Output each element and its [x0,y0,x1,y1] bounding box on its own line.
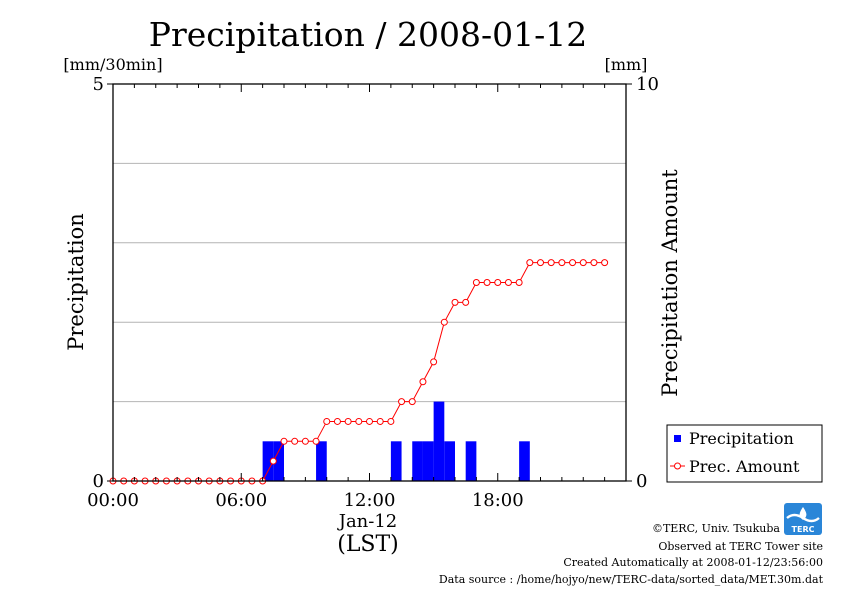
right-axis-label: Precipitation Amount [658,169,682,397]
x-tick-label: 18:00 [472,490,524,511]
amount-point [333,417,341,425]
precipitation-bar [433,401,445,481]
legend-line-label: Prec. Amount [689,457,800,476]
amount-point [462,298,470,306]
amount-point [387,417,395,425]
precipitation-bars [262,401,530,481]
amount-point [579,259,587,267]
amount-point [601,259,609,267]
axis-tick-labels: 00:00 06:00 12:00 18:00 0 5 0 10 [87,74,659,511]
amount-point [291,437,299,445]
amount-point [269,457,277,465]
amount-point [504,279,512,286]
amount-point [312,437,320,445]
amount-point [355,417,363,425]
amount-point [569,259,577,267]
precipitation-bar [412,441,423,481]
amount-point [526,259,534,267]
legend-bar-label: Precipitation [689,429,794,448]
amount-point [430,358,438,366]
amount-point [440,318,448,326]
amount-point [494,279,502,286]
precipitation-bar [465,441,477,481]
amount-point [376,417,384,425]
logo-drop-icon [799,507,807,520]
legend-line-marker [674,462,681,470]
precipitation-bar [390,441,402,481]
amount-point [590,259,598,267]
x-tick-label: 12:00 [344,490,396,511]
amount-point [301,437,309,445]
right-axis-unit: [mm] [605,55,648,74]
left-axis-unit: [mm/30min] [63,55,162,74]
left-tick-label: 0 [93,471,104,492]
x-tick-label: 00:00 [87,490,139,511]
legend-bar-swatch [674,435,681,442]
left-tick-label: 5 [93,74,104,95]
amount-point [408,398,416,406]
amount-point [344,417,352,425]
logo-text: TERC [792,525,815,534]
amount-point [323,417,331,425]
legend: Precipitation Prec. Amount [666,424,823,483]
legend-box [666,424,823,483]
precipitation-bar [273,441,284,481]
amount-point [366,417,373,425]
credit-created: Created Automatically at 2008-01-12/23:5… [563,556,823,569]
chart-title: Precipitation / 2008-01-12 [149,15,587,54]
credit-copyright: ©TERC, Univ. Tsukuba [652,522,780,535]
amount-point [537,259,544,267]
precipitation-bar [316,441,327,481]
precipitation-bar [444,441,455,481]
amount-point [419,378,427,386]
amount-point [547,259,555,267]
credit-source: Data source : /home/hojyo/new/TERC-data/… [439,573,824,586]
amount-point [558,259,566,267]
precipitation-bar [262,441,274,481]
amount-point [398,398,406,406]
credit-observed: Observed at TERC Tower site [658,540,823,553]
amount-point [515,279,523,286]
x-tick-label: 06:00 [215,490,267,511]
gridlines [113,162,626,403]
right-tick-label: 10 [636,74,659,95]
amount-point [483,279,491,286]
amount-line [113,262,605,482]
amount-line-series [109,259,609,485]
axis-ticks [107,83,632,482]
amount-point [451,298,459,306]
x-tz-label: (LST) [337,532,399,557]
left-axis-label: Precipitation [64,213,88,351]
amount-point [280,437,288,445]
x-date-label: Jan-12 [337,511,398,532]
amount-point [472,279,480,286]
precipitation-bar [519,441,530,481]
precipitation-bar [422,441,434,481]
terc-logo: TERC [784,503,822,535]
right-tick-label: 0 [636,471,647,492]
